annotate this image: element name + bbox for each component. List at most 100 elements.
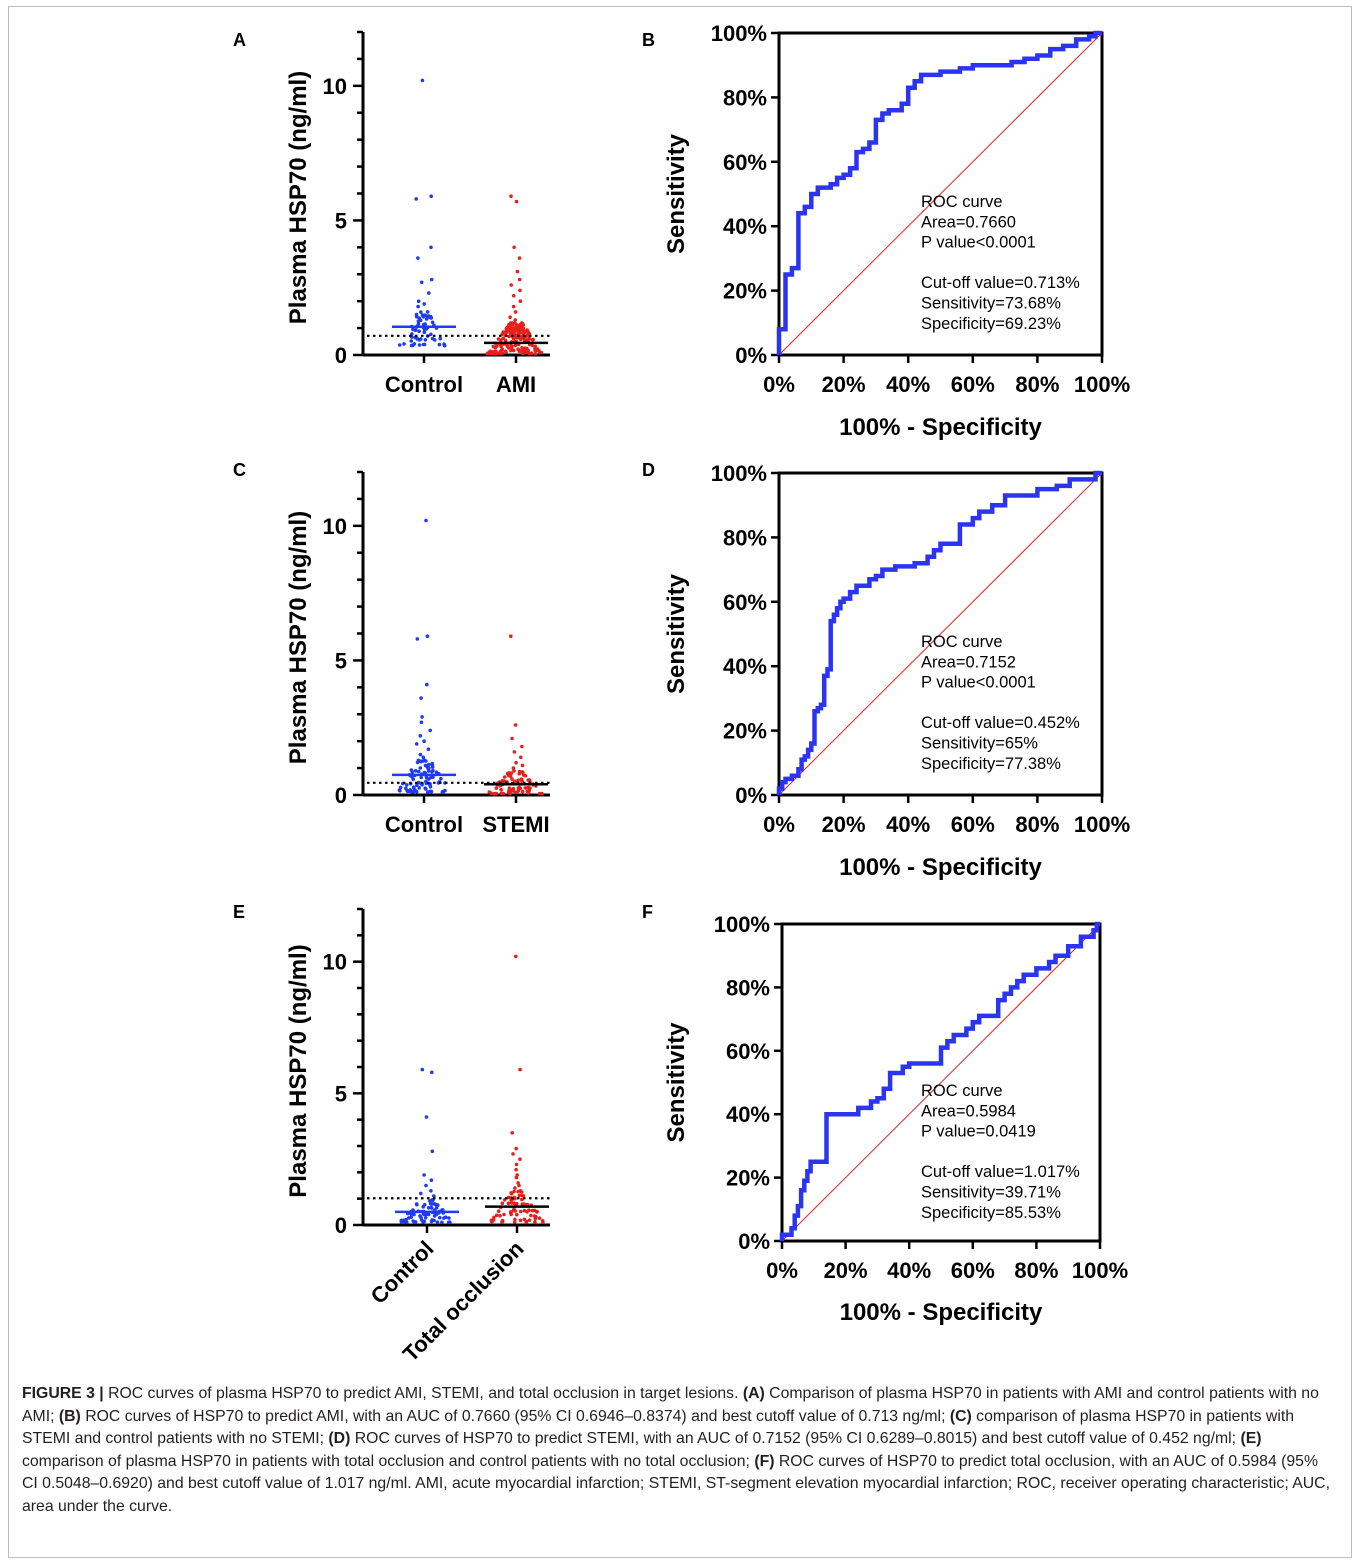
data-point bbox=[513, 1217, 517, 1222]
data-point bbox=[527, 778, 532, 782]
data-point bbox=[422, 758, 427, 762]
data-point bbox=[422, 1173, 426, 1177]
data-point bbox=[529, 351, 534, 356]
data-point bbox=[415, 760, 420, 765]
x-tick-label: 0% bbox=[763, 372, 795, 397]
data-point bbox=[518, 1067, 522, 1072]
data-point bbox=[424, 1183, 428, 1188]
data-point bbox=[523, 786, 528, 790]
data-point bbox=[500, 1219, 505, 1223]
data-point bbox=[517, 256, 522, 260]
data-point bbox=[521, 336, 526, 341]
data-point bbox=[496, 1209, 501, 1213]
roc-annotation-line: Sensitivity=73.68% bbox=[921, 295, 1061, 313]
data-point bbox=[442, 1216, 446, 1220]
roc-annotation-line: Specificity=69.23% bbox=[921, 315, 1061, 333]
data-point bbox=[499, 348, 504, 353]
data-point bbox=[419, 720, 424, 725]
data-point bbox=[529, 1213, 533, 1218]
data-point bbox=[510, 777, 514, 781]
data-point bbox=[513, 1186, 517, 1190]
data-point bbox=[447, 1216, 451, 1220]
caption-text: ROC curves of HSP70 to predict AMI, with… bbox=[80, 1407, 950, 1425]
y-tick-label: 40% bbox=[726, 1102, 770, 1127]
data-point bbox=[510, 1131, 514, 1135]
x-tick-label: 0% bbox=[766, 1258, 798, 1283]
data-point bbox=[521, 1194, 526, 1198]
y-axis-label: Sensitivity bbox=[663, 133, 690, 254]
data-point bbox=[418, 1214, 422, 1218]
y-tick-label: 60% bbox=[723, 590, 767, 615]
roc-annotation-line: Sensitivity=39.71% bbox=[921, 1184, 1061, 1202]
roc-curve bbox=[776, 470, 1102, 795]
data-point bbox=[439, 776, 443, 781]
data-point bbox=[537, 1216, 542, 1220]
data-point bbox=[426, 769, 431, 773]
data-point bbox=[512, 750, 517, 754]
data-point bbox=[520, 789, 525, 794]
data-point bbox=[509, 1210, 513, 1214]
y-tick-label: 40% bbox=[723, 214, 767, 239]
roc-annotation-line: Cut-off value=0.713% bbox=[921, 274, 1080, 292]
caption-text: ROC curves of plasma HSP70 to predict AM… bbox=[108, 1385, 743, 1402]
data-point bbox=[426, 1206, 431, 1210]
data-point bbox=[515, 269, 520, 274]
group-label: Control bbox=[385, 812, 463, 837]
data-point bbox=[535, 1210, 539, 1214]
data-point bbox=[514, 1167, 518, 1172]
caption-text: comparison of plasma HSP70 in patients w… bbox=[22, 1407, 1295, 1448]
data-point bbox=[509, 771, 514, 775]
data-point bbox=[511, 786, 516, 791]
data-point bbox=[428, 1199, 432, 1203]
y-axis-label: Plasma HSP70 (ng/ml) bbox=[285, 71, 312, 324]
data-point bbox=[518, 299, 523, 304]
data-point bbox=[419, 310, 423, 314]
panel-d: D 0% 0% 20% 20% 40% 40% 60% 60% 80% 80% 100% 100% 100… bbox=[642, 460, 1130, 881]
data-point bbox=[494, 1213, 499, 1218]
data-point bbox=[492, 1215, 496, 1220]
data-point bbox=[423, 1216, 428, 1220]
figure-label: FIGURE 3 | bbox=[22, 1385, 104, 1402]
data-point bbox=[517, 1183, 521, 1188]
data-point bbox=[527, 337, 531, 341]
data-point bbox=[409, 343, 414, 348]
data-point bbox=[487, 790, 492, 794]
y-tick-label: 5 bbox=[335, 208, 347, 233]
data-point bbox=[412, 1212, 416, 1217]
data-point bbox=[415, 637, 420, 641]
data-point bbox=[423, 1212, 427, 1217]
y-tick-label: 10 bbox=[323, 74, 347, 99]
data-point bbox=[515, 1212, 519, 1217]
data-point bbox=[420, 715, 424, 719]
data-point bbox=[402, 342, 406, 346]
data-point bbox=[416, 256, 420, 260]
data-point bbox=[501, 330, 506, 334]
data-point bbox=[509, 634, 513, 638]
roc-annotation-line: Sensitivity=65% bbox=[921, 735, 1038, 753]
caption-panel-ref: (B) bbox=[58, 1407, 81, 1425]
x-tick-label: 40% bbox=[886, 812, 930, 837]
data-point bbox=[522, 1217, 527, 1222]
roc-annotation-line: Area=0.7660 bbox=[921, 213, 1016, 231]
data-point bbox=[427, 762, 431, 767]
roc-annotation-line: Area=0.5984 bbox=[921, 1102, 1016, 1120]
data-point bbox=[514, 1146, 518, 1151]
data-point bbox=[413, 769, 418, 773]
data-point bbox=[509, 346, 514, 350]
data-point bbox=[518, 288, 522, 293]
data-point bbox=[530, 1208, 535, 1213]
roc-annotation-line: Cut-off value=1.017% bbox=[921, 1163, 1080, 1181]
data-point bbox=[426, 1212, 431, 1217]
data-point bbox=[522, 1202, 527, 1206]
data-point bbox=[518, 337, 523, 342]
data-point bbox=[420, 78, 425, 83]
data-point bbox=[531, 337, 535, 342]
x-tick-label: 20% bbox=[822, 372, 866, 397]
data-point bbox=[429, 277, 434, 282]
data-point bbox=[517, 785, 522, 790]
roc-annotation-line: Cut-off value=0.452% bbox=[921, 714, 1080, 732]
data-point bbox=[435, 1220, 440, 1224]
data-point bbox=[523, 773, 528, 778]
x-tick-label: 20% bbox=[824, 1258, 868, 1283]
